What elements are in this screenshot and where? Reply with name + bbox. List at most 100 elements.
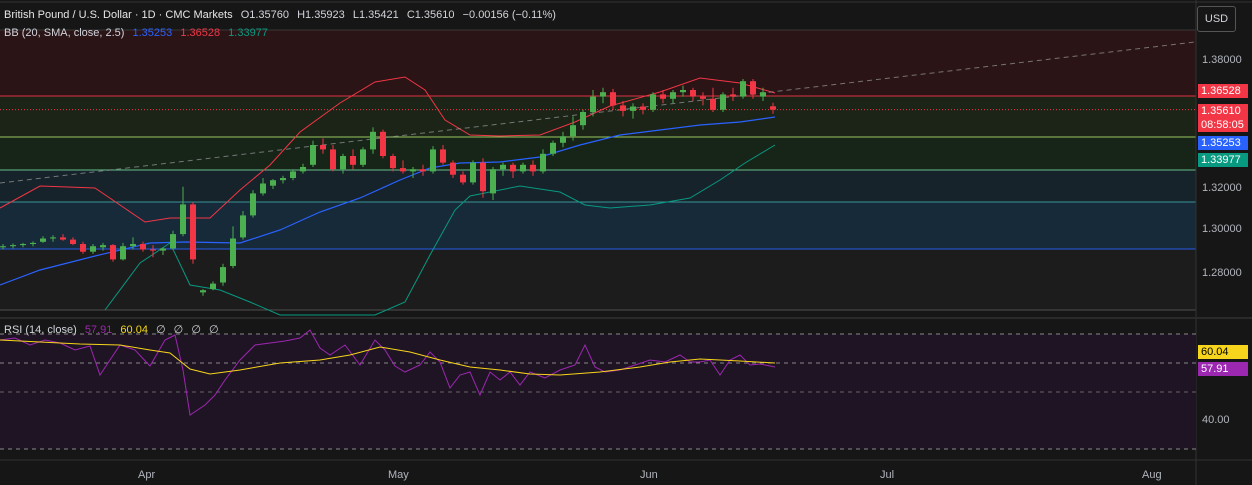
bb-legend[interactable]: BB (20, SMA, close, 2.5) 1.35253 1.36528… [4,27,273,39]
bb-upper-line [0,76,776,223]
candle-body-7 [70,239,76,244]
candle-body-25 [250,193,256,216]
candle-body-14 [140,244,146,250]
last-price-axis-label: 1.35610 08:58:05 [1198,104,1248,132]
candle-body-29 [290,171,296,178]
mid-zone [0,96,1196,137]
candle-body-38 [380,131,386,156]
ohlc-close: C1.35610 [406,9,455,21]
ohlc-change: −0.00156 (−0.11%) [462,9,556,21]
candle-body-42 [420,169,426,172]
candle-body-31 [310,145,316,165]
rsi-value: 57.91 [84,324,113,336]
candle-body-26 [260,183,266,194]
price-tick-2: 1.32000 [1202,182,1242,194]
rsi-ma-axis-label: 60.04 [1198,345,1248,359]
candle-body-59 [590,96,596,112]
candle-body-75 [750,81,756,95]
candle-body-58 [580,112,586,126]
candle-body-74 [740,81,746,97]
candle-body-20 [200,290,206,293]
rsi-tick-40: 40.00 [1202,414,1230,426]
candle-body-46 [460,174,466,183]
bottom-zone [0,249,1196,310]
candle-body-50 [500,164,506,170]
candle-body-55 [550,142,556,154]
candle-body-34 [340,156,346,170]
candle-body-40 [400,168,406,172]
candle-body-11 [110,245,116,260]
rsi-extra-2: ∅ [173,324,184,336]
currency-button[interactable]: USD [1197,6,1236,32]
price-tick-4: 1.28000 [1202,267,1242,279]
candle-body-8 [80,244,86,252]
candle-body-39 [390,156,396,169]
candle-body-28 [280,178,286,181]
candle-body-1 [10,245,16,247]
bb-basis-line [0,116,776,286]
candle-body-35 [350,156,356,165]
candle-body-32 [320,145,326,150]
candle-body-43 [430,149,436,172]
candle-body-4 [40,238,46,242]
lower-zone [0,137,1196,170]
candle-body-30 [300,167,306,172]
candle-body-13 [130,244,136,247]
price-tick-1: 1.38000 [1202,54,1242,66]
bb-lower-axis-label: 1.33977 [1198,153,1248,167]
bb-label[interactable]: BB (20, SMA, close, 2.5) [4,27,125,39]
candle-body-3 [30,242,36,244]
candle-body-2 [20,244,26,246]
symbol-title[interactable]: British Pound / U.S. Dollar · 1D · CMC M… [4,9,233,21]
ohlc-open: O1.35760 [240,9,290,21]
candle-body-62 [620,105,626,111]
teal-zone [0,170,1196,202]
candle-body-0 [0,246,6,248]
candle-body-41 [410,169,416,172]
rsi-extra-1: ∅ [156,324,166,336]
candle-body-57 [570,125,576,137]
rsi-legend[interactable]: RSI (14, close) 57.91 60.04 ∅ ∅ ∅ ∅ [4,323,224,336]
candle-body-21 [210,283,216,290]
candle-body-69 [690,90,696,97]
candle-body-9 [90,246,96,252]
rsi-axis-label: 57.91 [1198,362,1248,376]
bb-upper-value: 1.36528 [180,27,221,39]
candle-body-10 [100,245,106,248]
price-tick-3: 1.30000 [1202,223,1242,235]
time-label-apr: Apr [138,469,156,481]
symbol-legend[interactable]: British Pound / U.S. Dollar · 1D · CMC M… [4,9,561,21]
candle-body-12 [120,246,126,260]
candle-body-27 [270,180,276,186]
time-label-jul: Jul [880,469,895,481]
candle-body-53 [530,164,536,172]
candle-body-49 [490,169,496,194]
candle-body-61 [610,92,616,106]
rsi-label[interactable]: RSI (14, close) [4,324,77,336]
ohlc-high: H1.35923 [297,9,345,21]
candle-body-23 [230,238,236,266]
candle-body-33 [330,149,336,170]
candle-body-24 [240,215,246,238]
candle-body-36 [360,149,366,165]
candle-body-72 [720,94,726,110]
candle-body-64 [640,106,646,110]
ohlc-low: L1.35421 [352,9,399,21]
candle-body-22 [220,267,226,283]
rsi-line [0,329,776,416]
candle-body-15 [150,249,156,251]
candle-body-71 [710,98,716,110]
candle-body-70 [700,96,706,99]
candle-body-52 [520,164,526,172]
candle-body-6 [60,237,66,240]
candle-body-68 [680,90,686,93]
rsi-background [0,334,1196,449]
rsi-extra-3: ∅ [191,324,201,336]
blue-zone [0,202,1196,249]
candle-body-48 [480,162,486,192]
candle-body-60 [600,92,606,97]
rsi-ma-value: 60.04 [120,324,148,336]
candle-body-54 [540,153,546,172]
candle-body-56 [560,136,566,143]
